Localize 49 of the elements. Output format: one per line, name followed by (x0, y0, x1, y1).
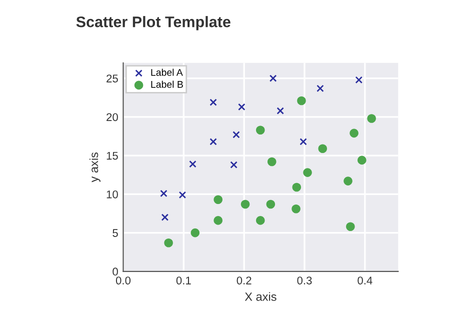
point (214, 195, 222, 204)
point (160, 190, 168, 198)
point (297, 96, 306, 106)
point (300, 138, 307, 146)
chart-title: Scatter Plot Template (76, 16, 230, 30)
point (232, 131, 240, 138)
point (240, 200, 250, 209)
point (178, 191, 186, 199)
point (210, 138, 217, 146)
y-tick-label: 5 (112, 229, 118, 237)
point (230, 161, 238, 168)
point (256, 126, 265, 134)
point (276, 107, 284, 114)
y-tick-label: 15 (106, 152, 118, 160)
x-tick-label: 0.3 (297, 276, 312, 284)
x-tick-label: 0.2 (236, 276, 252, 284)
point (266, 200, 276, 209)
point (292, 182, 302, 192)
point (189, 160, 196, 168)
point (267, 157, 276, 166)
point (358, 156, 366, 165)
point (214, 216, 222, 225)
legend-label: Label B (151, 80, 183, 88)
point (316, 84, 324, 92)
legend-label: Label A (151, 68, 183, 76)
x-tick-label: 0.4 (358, 276, 372, 284)
point (367, 114, 376, 123)
y-tick-label: 0 (112, 268, 118, 276)
point (350, 128, 358, 138)
point (318, 144, 328, 154)
point (256, 216, 265, 225)
point (190, 228, 200, 238)
point (210, 98, 217, 106)
y-tick-label: 10 (106, 190, 118, 198)
point (344, 176, 352, 186)
point (355, 76, 363, 84)
point (161, 214, 169, 221)
point (269, 74, 277, 82)
point (238, 103, 246, 111)
x-tick-label: 0.1 (176, 276, 191, 284)
point (346, 222, 355, 232)
x-tick-label: 0.0 (116, 276, 131, 284)
y-axis-title: y axis (89, 152, 100, 182)
point (292, 204, 300, 214)
y-tick-label: 25 (106, 74, 118, 82)
point (303, 168, 312, 177)
x-axis-title: X axis (244, 292, 276, 301)
point (164, 238, 173, 248)
y-tick-label: 20 (106, 113, 118, 122)
